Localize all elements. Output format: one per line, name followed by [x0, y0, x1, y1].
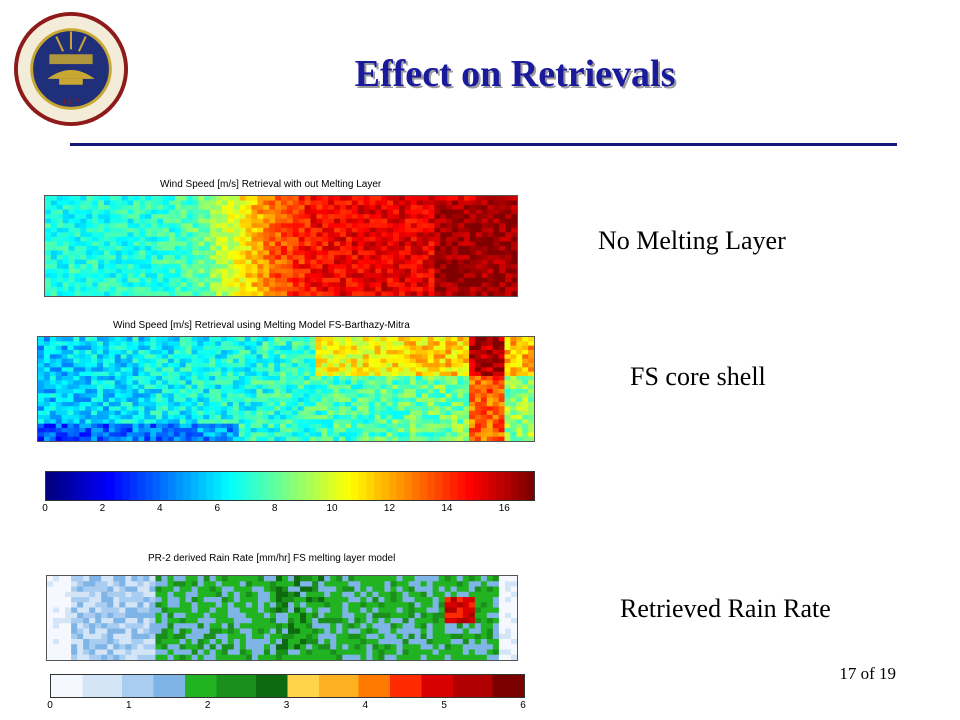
slide-title: Effect on Retrievals: [354, 53, 676, 95]
wind-no-ml-heatmap: [44, 195, 518, 297]
university-seal-logo: 1817: [13, 11, 129, 127]
wind-colorbar-tick: 16: [498, 503, 510, 514]
rain-plot-title: PR-2 derived Rain Rate [mm/hr] FS meltin…: [148, 553, 396, 564]
rain-colorbar: [50, 674, 525, 698]
rain-heatmap: [46, 575, 518, 661]
wind-no-ml-plot-title: Wind Speed [m/s] Retrieval with out Melt…: [160, 179, 382, 190]
wind-colorbar: [45, 471, 535, 501]
rain-colorbar-tick: 5: [441, 700, 447, 711]
wind-colorbar-tick: 4: [157, 503, 163, 514]
rain-colorbar-tick: 3: [283, 700, 290, 711]
rain-colorbar-tick: 2: [204, 700, 211, 711]
wind-fs-heatmap: [37, 336, 535, 442]
wind-colorbar-tick: 6: [214, 503, 221, 514]
wind-colorbar-tick: 2: [99, 503, 106, 514]
rain-colorbar-tick: 1: [126, 700, 132, 711]
rain-caption: Retrieved Rain Rate: [620, 594, 831, 623]
wind-colorbar-tick: 8: [271, 503, 278, 514]
wind-no-ml-caption: No Melting Layer: [598, 226, 786, 255]
wind-colorbar-tick: 12: [383, 503, 396, 514]
wind-fs-plot-title: Wind Speed [m/s] Retrieval using Melting…: [113, 320, 410, 331]
wind-colorbar-tick: 0: [42, 503, 48, 514]
title-divider: [70, 143, 897, 146]
rain-colorbar-tick: 4: [362, 700, 369, 711]
rain-colorbar-tick: 0: [47, 700, 53, 711]
seal-year: 1817: [62, 96, 80, 106]
wind-colorbar-tick: 10: [326, 503, 338, 514]
wind-fs-caption: FS core shell: [630, 362, 766, 391]
wind-colorbar-tick: 14: [441, 503, 453, 514]
page-number: 17 of 19: [839, 664, 896, 683]
rain-colorbar-tick: 6: [520, 700, 526, 711]
